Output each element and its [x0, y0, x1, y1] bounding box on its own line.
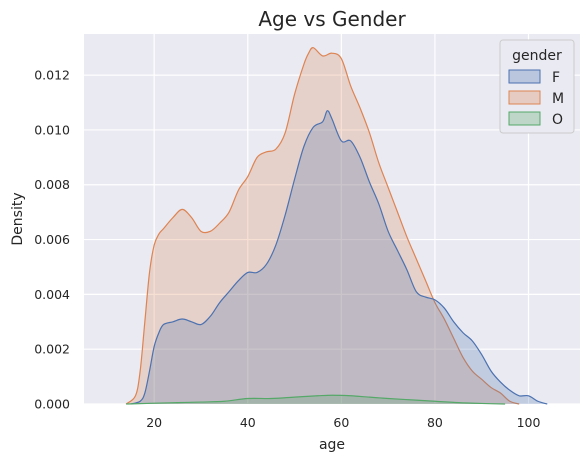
- density-line-o: [126, 394, 506, 405]
- density-areas: [125, 47, 548, 405]
- y-tick-label: 0.006: [34, 232, 70, 247]
- y-axis-title: Density: [10, 192, 26, 245]
- legend-box: [499, 39, 575, 134]
- y-tick-label: 0.010: [34, 122, 70, 137]
- y-tick-label: 0.008: [34, 177, 70, 192]
- legend: gender FMO: [499, 39, 575, 134]
- y-tick-labels: 0.000 0.002 0.004 0.006 0.008 0.010 0.012: [34, 68, 70, 412]
- x-tick-label: 80: [427, 415, 443, 430]
- y-tick-label: 0.000: [34, 397, 70, 412]
- legend-swatch-m: [508, 90, 541, 105]
- legend-title: gender: [512, 48, 562, 64]
- x-tick-labels: 20 40 60 80 100: [146, 415, 540, 430]
- plot-background: [84, 34, 580, 404]
- y-tick-label: 0.002: [34, 342, 70, 357]
- x-tick-label: 100: [517, 415, 541, 430]
- x-axis-title: age: [319, 437, 345, 453]
- legend-swatch-o: [508, 111, 541, 126]
- density-area-f: [130, 110, 548, 405]
- x-tick-label: 20: [146, 415, 162, 430]
- legend-label-m: M: [552, 91, 564, 107]
- legend-swatch-f: [508, 69, 541, 84]
- legend-label-f: F: [552, 70, 560, 86]
- density-line-f: [130, 110, 548, 405]
- density-line-m: [125, 47, 520, 405]
- legend-items: FMO: [508, 69, 564, 128]
- y-tick-label: 0.004: [34, 287, 70, 302]
- x-tick-label: 60: [333, 415, 349, 430]
- grid-lines: [84, 34, 580, 405]
- chart-title: Age vs Gender: [258, 7, 406, 31]
- y-tick-label: 0.012: [34, 68, 70, 83]
- legend-label-o: O: [552, 112, 563, 128]
- density-area-m: [126, 47, 520, 404]
- x-tick-label: 40: [240, 415, 256, 430]
